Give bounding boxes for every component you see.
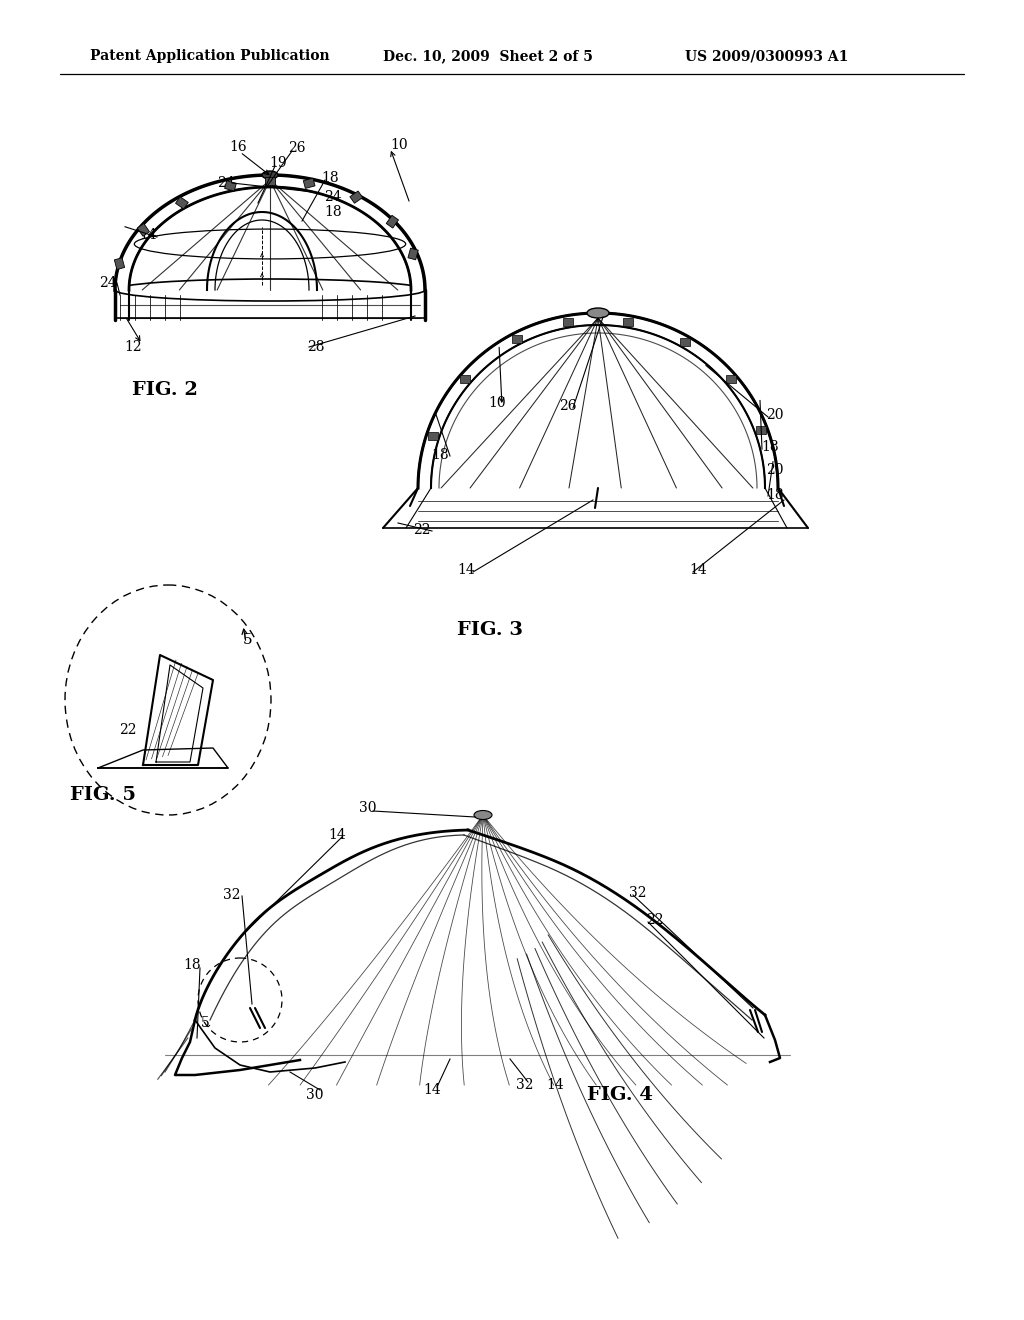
Polygon shape [418,313,778,488]
Ellipse shape [115,279,425,301]
Text: FIG. 2: FIG. 2 [132,381,198,399]
Text: 32: 32 [223,888,241,902]
Text: 24: 24 [99,276,117,290]
Text: 22: 22 [646,913,664,927]
Text: 18: 18 [183,958,201,972]
Bar [115,257,125,269]
Text: 16: 16 [229,140,247,154]
Text: 22: 22 [414,523,431,537]
Text: 20: 20 [766,408,783,422]
Text: 10: 10 [488,396,506,411]
FancyBboxPatch shape [428,432,438,440]
FancyBboxPatch shape [512,335,522,343]
Bar [408,248,418,260]
FancyBboxPatch shape [563,318,573,326]
Text: 10: 10 [390,139,408,152]
Text: 26: 26 [559,399,577,413]
Text: 14: 14 [689,564,707,577]
Text: 18: 18 [431,447,449,462]
Text: 26: 26 [288,141,306,154]
Text: 32: 32 [630,886,647,900]
Text: Patent Application Publication: Patent Application Publication [90,49,330,63]
Text: 14: 14 [457,564,475,577]
Text: 28: 28 [307,341,325,354]
FancyBboxPatch shape [680,338,689,346]
Text: Dec. 10, 2009  Sheet 2 of 5: Dec. 10, 2009 Sheet 2 of 5 [383,49,593,63]
Text: 22: 22 [119,723,137,737]
Bar [137,223,150,236]
Text: 5: 5 [201,1016,209,1030]
Text: 32: 32 [516,1078,534,1092]
Polygon shape [115,176,425,290]
FancyBboxPatch shape [726,375,735,383]
Ellipse shape [474,810,492,820]
Text: 30: 30 [306,1088,324,1102]
Bar [265,177,275,185]
Text: FIG. 3: FIG. 3 [457,620,523,639]
Text: 30: 30 [359,801,377,814]
Text: FIG. 5: FIG. 5 [70,785,136,804]
Text: 14: 14 [423,1082,441,1097]
Text: US 2009/0300993 A1: US 2009/0300993 A1 [685,49,848,63]
Text: 18: 18 [325,205,342,219]
Text: 12: 12 [124,341,141,354]
Text: 18: 18 [761,440,779,454]
Text: 20: 20 [766,463,783,477]
Text: 24: 24 [217,176,234,190]
Bar [175,197,188,209]
Bar [386,215,398,228]
Bar [224,181,237,191]
Text: 18: 18 [766,488,783,502]
FancyBboxPatch shape [623,318,633,326]
FancyBboxPatch shape [756,426,766,434]
Bar [350,191,362,203]
Text: 14: 14 [139,228,157,242]
Text: 24: 24 [325,190,342,205]
FancyBboxPatch shape [461,375,470,383]
Text: 5: 5 [243,634,253,647]
Text: 14: 14 [546,1078,564,1092]
Text: 14: 14 [328,828,346,842]
Bar [303,178,315,189]
Ellipse shape [587,308,609,318]
Text: 19: 19 [269,156,287,170]
Text: 18: 18 [322,172,339,185]
Ellipse shape [262,172,278,180]
Text: FIG. 4: FIG. 4 [587,1086,653,1104]
